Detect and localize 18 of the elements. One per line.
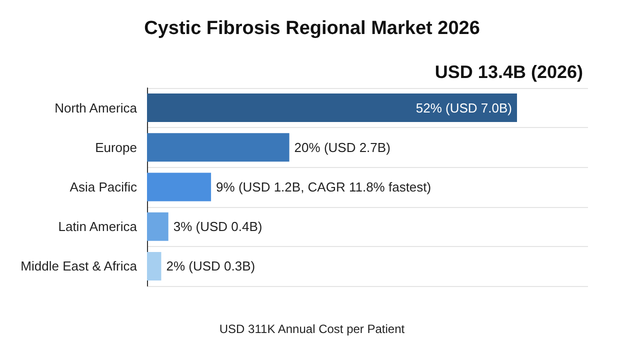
- bar: [147, 252, 162, 280]
- y-tick-label: North America: [54, 100, 138, 116]
- data-label: 9% (USD 1.2B, CAGR 11.8% fastest): [216, 180, 432, 194]
- y-tick-label: Asia Pacific: [70, 180, 138, 194]
- y-tick-label: Middle East & Africa: [20, 258, 138, 274]
- data-label: 20% (USD 2.7B): [294, 140, 390, 155]
- bar: [147, 133, 290, 162]
- bar: [147, 212, 168, 241]
- chart-subtitle: USD 13.4B (2026): [434, 62, 584, 82]
- chart-title: Cystic Fibrosis Regional Market 2026: [144, 18, 480, 39]
- y-tick-label: Latin America: [58, 219, 138, 234]
- bar: [147, 94, 517, 122]
- data-label: 2% (USD 0.3B): [166, 258, 256, 274]
- bar: [147, 172, 212, 202]
- y-tick-label: Europe: [95, 140, 137, 155]
- data-label: 3% (USD 0.4B): [173, 219, 262, 234]
- text: USD 311K Annual Cost per Patient: [219, 322, 406, 336]
- data-label: 52% (USD 7.0B): [416, 100, 512, 116]
